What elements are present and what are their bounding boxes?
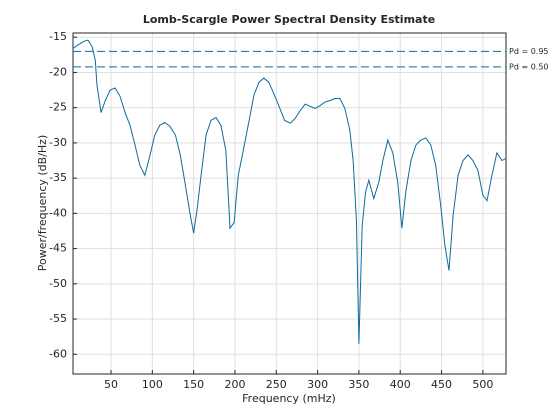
y-tick-label: -55 [49,312,67,325]
plot-frame [72,32,507,375]
x-tick-label: 500 [472,378,493,391]
y-tick-label: -35 [49,171,67,184]
x-axis-label: Frequency (mHz) [242,392,336,405]
y-tick-label: -60 [49,347,67,360]
x-tick-label: 200 [224,378,245,391]
y-tick-label: -15 [49,30,67,43]
y-tick-label: -45 [49,242,67,255]
y-tick-label: -25 [49,101,67,114]
x-tick-label: 400 [390,378,411,391]
y-tick-label: -20 [49,65,67,78]
x-tick-label: 250 [266,378,287,391]
x-tick-label: 300 [307,378,328,391]
threshold-label: Pd = 0.50 [509,62,549,71]
y-tick-label: -30 [49,136,67,149]
y-tick-label: -40 [49,206,67,219]
x-tick-label: 50 [104,378,118,391]
data-line [72,39,507,344]
y-axis-label: Power/frequency (dB/Hz) [36,135,49,272]
x-tick-label: 450 [431,378,452,391]
x-tick-label: 150 [183,378,204,391]
threshold-label: Pd = 0.95 [509,47,549,56]
chart-title: Lomb-Scargle Power Spectral Density Esti… [143,13,435,26]
x-tick-label: 350 [348,378,369,391]
y-tick-label: -50 [49,277,67,290]
x-tick-label: 100 [142,378,163,391]
